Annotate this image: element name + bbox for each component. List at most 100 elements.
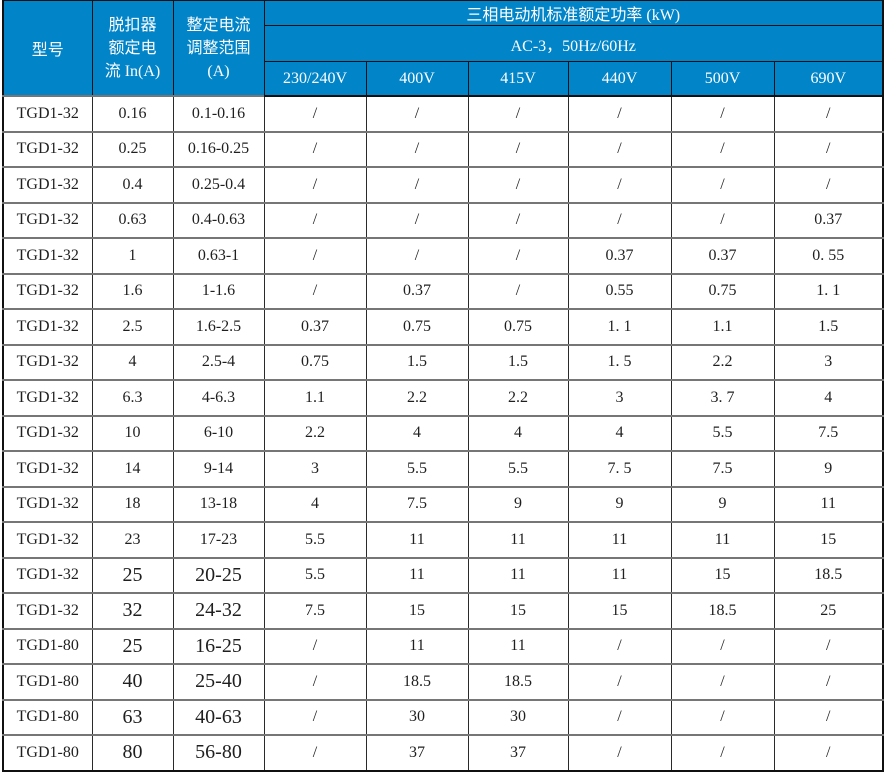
cell-power: 1.5 <box>365 343 468 380</box>
header-voltage: 400V <box>365 61 469 97</box>
cell-setting-range: 40-63 <box>172 698 264 735</box>
header-trip-rated-current: 脱扣器 额定电 流 In(A) <box>91 0 174 97</box>
cell-setting-range: 1.6-2.5 <box>172 308 264 345</box>
cell-power: 18.5 <box>467 663 568 700</box>
cell-power: 4 <box>467 414 568 451</box>
cell-power: 4 <box>567 414 671 451</box>
cell-power: 0. 55 <box>773 237 884 274</box>
table-row: TGD1-32 0.16 0.1-0.16// / / / / <box>2 95 884 132</box>
cell-power: 9 <box>567 485 671 522</box>
table-row: TGD1-32 18 13-18 4 7.5 9 9 9 11 <box>2 485 884 522</box>
cell-power: / <box>567 201 671 238</box>
cell-power: / <box>365 166 468 203</box>
cell-power: / <box>263 166 366 203</box>
table-row: TGD1-32 0.63 0.4-0.63// / //0.37 <box>2 201 884 238</box>
cell-power: / <box>467 272 568 309</box>
cell-power: 0.75 <box>263 343 366 380</box>
cell-rated-current: 4 <box>91 343 173 380</box>
cell-power: / <box>773 95 884 132</box>
cell-model: TGD1-32 <box>2 130 92 167</box>
cell-model: TGD1-32 <box>2 450 92 487</box>
table-row: TGD1-32 1 0.63-1///0.37 0.37 0. 55 <box>2 237 884 274</box>
cell-power: 11 <box>773 485 884 522</box>
table-row: TGD1-32 25 20-25 5.5 11 11 11 15 18.5 <box>2 556 884 593</box>
cell-power: 15 <box>670 556 774 593</box>
cell-power: / <box>365 201 468 238</box>
cell-setting-range: 17-23 <box>172 521 264 558</box>
table-row: TGD1-80 80 56-80/37 37// / <box>2 734 884 771</box>
cell-model: TGD1-32 <box>2 343 92 380</box>
cell-model: TGD1-80 <box>2 627 92 664</box>
header-row-voltages: 230/240V 400V 415V 440V 500V 690V <box>3 61 884 97</box>
header-row-ac3: AC-3，50Hz/60Hz <box>3 25 884 62</box>
cell-power: / <box>773 734 884 771</box>
cell-setting-range: 25-40 <box>172 663 264 700</box>
header-voltage: 230/240V <box>263 61 367 97</box>
cell-power: / <box>263 130 366 167</box>
cell-model: TGD1-32 <box>2 485 92 522</box>
table-row: TGD1-32 2.5 1.6-2.5 0.37 0.75 0.75 1. 1 1.1 1.5 <box>2 308 884 345</box>
cell-power: / <box>567 95 671 132</box>
cell-power: / <box>567 734 671 771</box>
cell-power: / <box>670 130 774 167</box>
cell-power: 5.5 <box>365 450 468 487</box>
table-row: TGD1-32 4 2.5-4 0.75 1.5 1.5 1. 5 2.2 3 <box>2 343 884 380</box>
cell-model: TGD1-32 <box>2 308 92 345</box>
cell-power: 5.5 <box>263 556 366 593</box>
table-row: TGD1-32 32 24-32 7.5 15 15 15 18.5 25 <box>2 592 884 629</box>
cell-power: 7.5 <box>773 414 884 451</box>
table-row: TGD1-80 63 40-63/30 30// / <box>2 698 884 735</box>
cell-power: / <box>670 166 774 203</box>
cell-setting-range: 0.16-0.25 <box>172 130 264 167</box>
cell-setting-range: 2.5-4 <box>172 343 264 380</box>
cell-power: 30 <box>467 698 568 735</box>
table-row: TGD1-32 0.4 0.25-0.4// / / / / <box>2 166 884 203</box>
header-setting-range: 整定电流 调整范围 (A) <box>172 0 265 97</box>
cell-model: TGD1-80 <box>2 663 92 700</box>
cell-power: 1.1 <box>263 379 366 416</box>
cell-power: 15 <box>567 592 671 629</box>
table-row: TGD1-32 1.6 1-1.6/0.37/0.55 0.75 1. 1 <box>2 272 884 309</box>
cell-power: / <box>773 663 884 700</box>
header-voltage: 690V <box>773 61 884 97</box>
cell-power: 11 <box>670 521 774 558</box>
cell-model: TGD1-32 <box>2 272 92 309</box>
cell-power: 0.55 <box>567 272 671 309</box>
cell-power: / <box>263 663 366 700</box>
cell-power: / <box>567 130 671 167</box>
cell-power: / <box>467 237 568 274</box>
cell-power: 15 <box>467 592 568 629</box>
cell-power: / <box>670 698 774 735</box>
cell-setting-range: 4-6.3 <box>172 379 264 416</box>
cell-power: / <box>263 698 366 735</box>
header-row-top: 型号 脱扣器 额定电 流 In(A) 整定电流 调整范围 (A) 三相电动机标准… <box>2 0 884 97</box>
header-kw-title: 三相电动机标准额定功率 (kW) <box>263 0 884 26</box>
table-row: TGD1-32 23 17-23 5.5 11 11 11 11 15 <box>2 521 884 558</box>
cell-rated-current: 32 <box>91 592 173 629</box>
cell-power: / <box>263 237 366 274</box>
cell-power: 11 <box>365 556 468 593</box>
cell-power: 3 <box>263 450 366 487</box>
cell-power: 5.5 <box>263 521 366 558</box>
cell-rated-current: 10 <box>91 414 173 451</box>
cell-power: 1.5 <box>467 343 568 380</box>
cell-power: / <box>773 698 884 735</box>
cell-rated-current: 25 <box>91 556 173 593</box>
cell-rated-current: 0.16 <box>91 95 173 132</box>
cell-power: 11 <box>467 521 568 558</box>
cell-power: / <box>263 734 366 771</box>
cell-power: 2.2 <box>365 379 468 416</box>
cell-power: 11 <box>365 521 468 558</box>
cell-setting-range: 13-18 <box>172 485 264 522</box>
cell-power: 7.5 <box>365 485 468 522</box>
cell-power: 0.37 <box>773 201 884 238</box>
cell-model: TGD1-32 <box>2 556 92 593</box>
cell-power: / <box>567 698 671 735</box>
cell-power: 7. 5 <box>567 450 671 487</box>
cell-power: 0.37 <box>670 237 774 274</box>
cell-power: / <box>263 272 366 309</box>
cell-rated-current: 6.3 <box>91 379 173 416</box>
cell-model: TGD1-32 <box>2 237 92 274</box>
cell-power: 7.5 <box>670 450 774 487</box>
